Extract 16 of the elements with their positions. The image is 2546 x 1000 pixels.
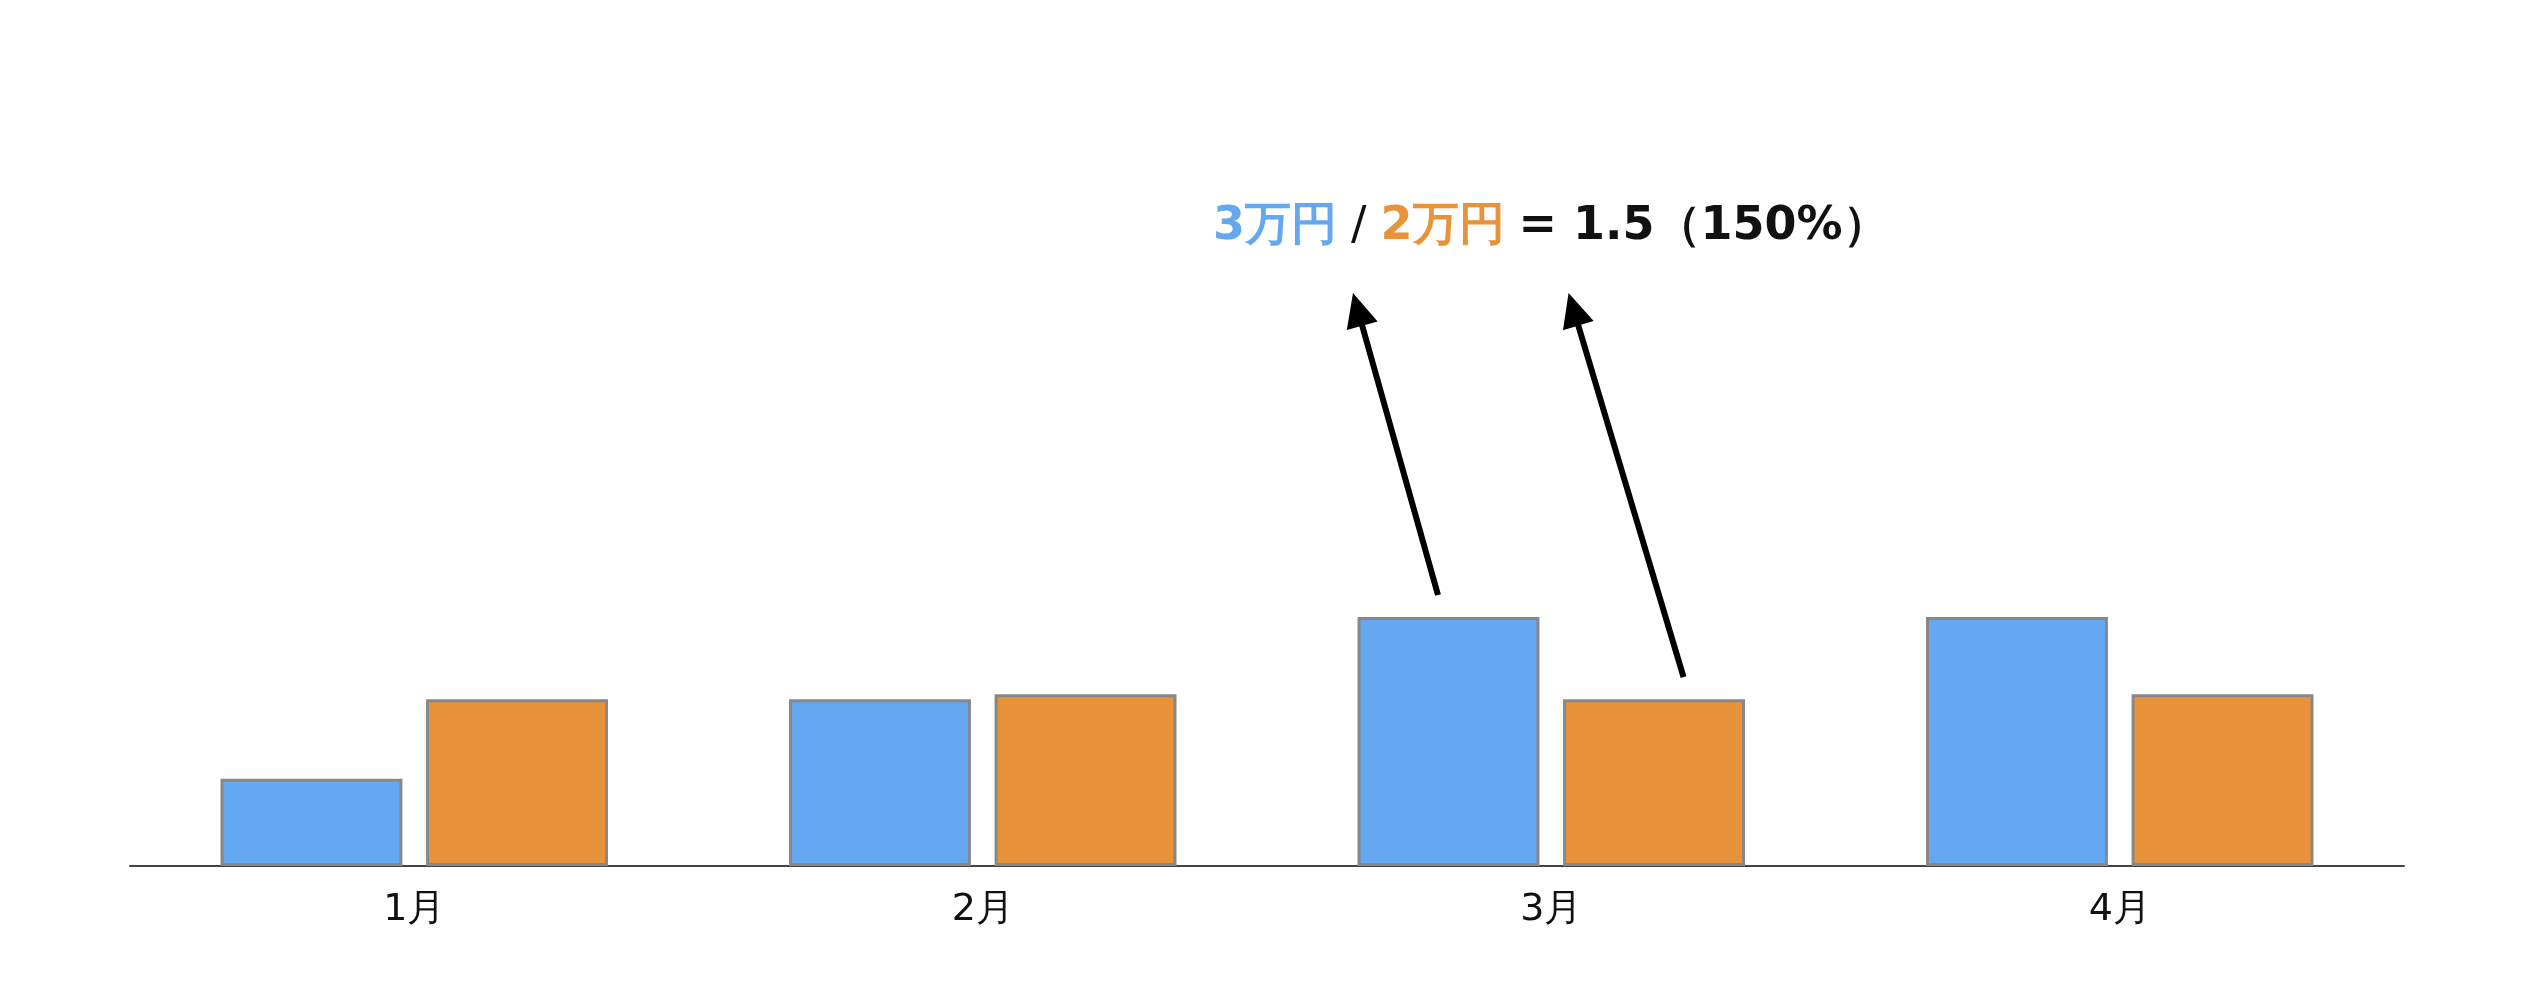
x-tick-label: 2月 [951,885,1014,929]
text: / [1351,196,1367,250]
bar [789,699,971,866]
bar [426,699,608,866]
x-tick-label: 3月 [1520,885,1583,929]
bar [1926,617,2108,866]
text: = 1.5（150%） [1518,196,1889,250]
bar [220,778,403,866]
bar [1357,617,1540,866]
x-tick-label: 1月 [383,885,446,929]
text: 2万円 [1380,196,1505,250]
x-tick-label: 4月 [2088,885,2151,929]
bar [2131,694,2314,866]
bar [994,694,1177,866]
text: 3万円 [1213,196,1338,250]
bar [1563,699,1745,866]
